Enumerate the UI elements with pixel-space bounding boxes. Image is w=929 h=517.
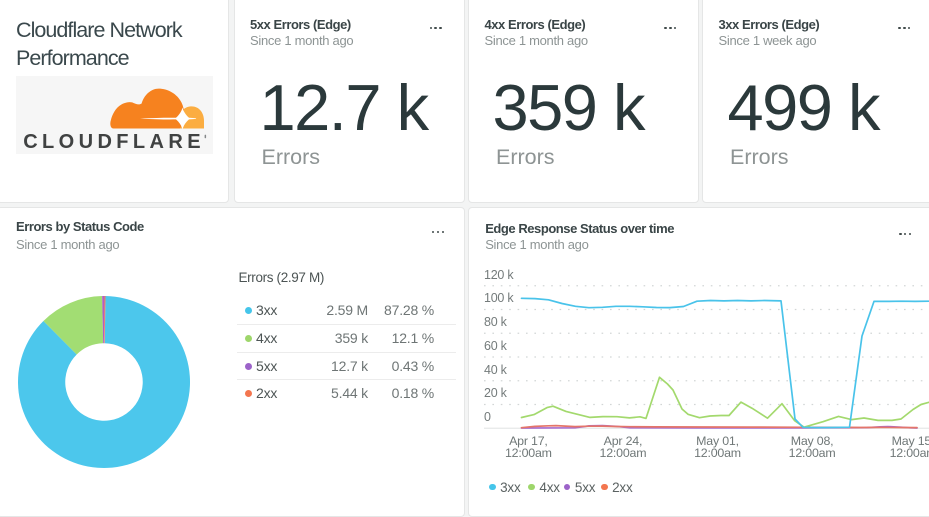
svg-text:CLOUDFLARE: CLOUDFLARE (23, 131, 205, 153)
